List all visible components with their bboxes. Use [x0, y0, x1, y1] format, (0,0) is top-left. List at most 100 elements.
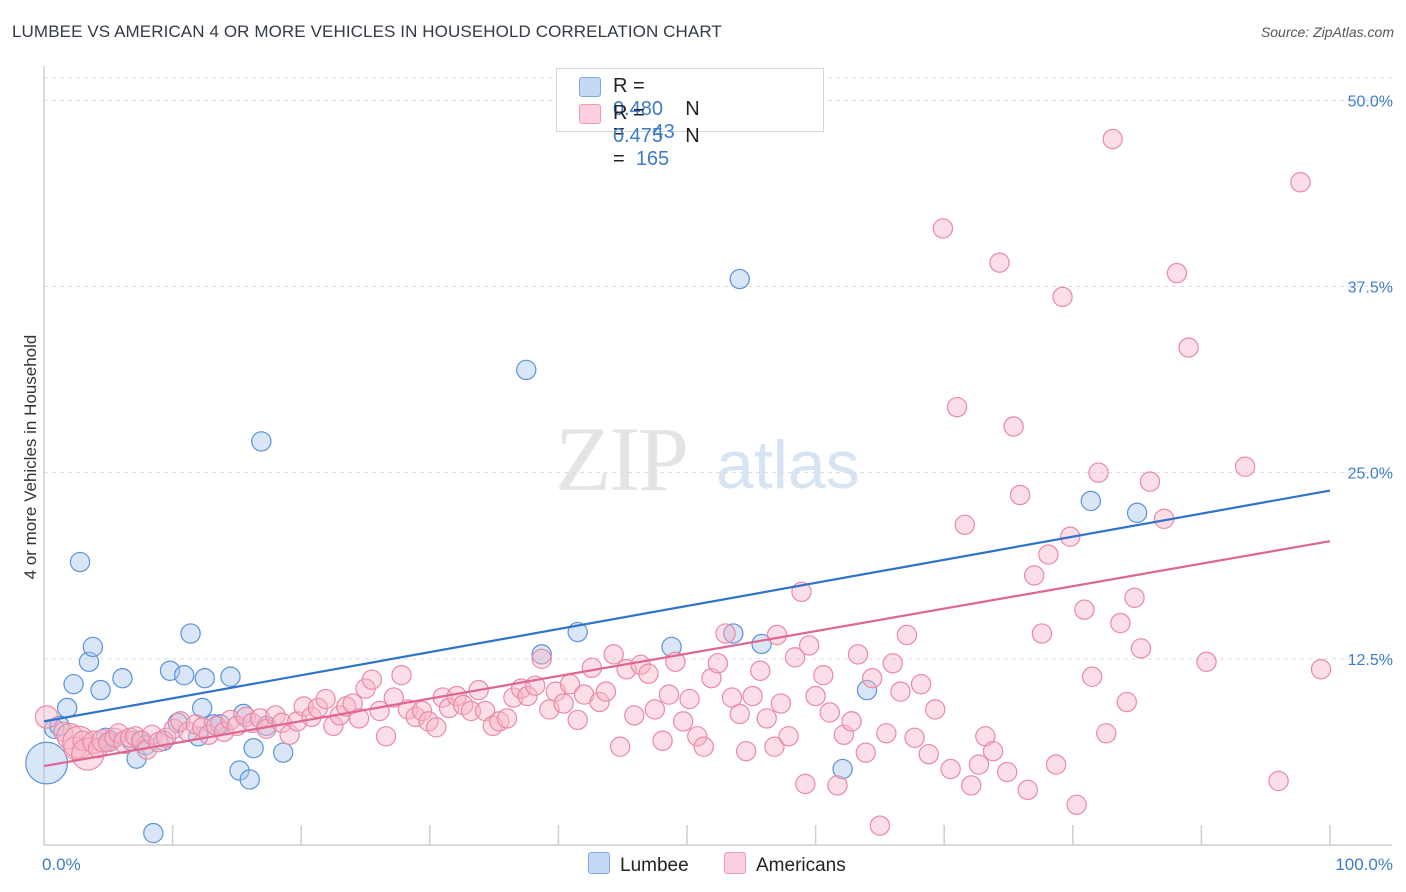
legend-bottom-swatch-americans	[724, 852, 746, 874]
point-americans	[220, 709, 241, 731]
point-americans	[750, 660, 771, 681]
point-americans	[876, 723, 897, 744]
point-americans	[391, 665, 412, 686]
point-americans	[968, 754, 990, 775]
y-tick-label: 50.0%	[1348, 93, 1393, 110]
point-americans	[405, 706, 426, 728]
point-americans	[1130, 638, 1152, 659]
point-lumbee	[856, 679, 878, 701]
point-americans	[861, 667, 883, 689]
watermark-atlas: atlas	[716, 427, 860, 503]
point-americans	[982, 740, 1004, 762]
point-lumbee	[112, 667, 133, 689]
point-americans	[531, 648, 552, 670]
point-americans	[1074, 599, 1095, 620]
point-americans	[1003, 416, 1024, 437]
point-americans	[1178, 337, 1199, 358]
point-americans	[1096, 723, 1117, 744]
point-americans	[813, 665, 834, 686]
point-americans	[679, 688, 700, 710]
point-americans	[496, 708, 518, 729]
point-lumbee	[1126, 502, 1148, 524]
point-americans	[756, 708, 777, 729]
point-americans	[693, 736, 714, 757]
point-americans	[87, 737, 109, 759]
point-americans	[819, 702, 840, 723]
point-americans	[896, 624, 918, 646]
point-americans	[1124, 587, 1145, 608]
legend-swatch-americans	[579, 104, 601, 124]
point-lumbee	[69, 551, 91, 573]
point-americans	[1052, 286, 1073, 308]
point-americans	[918, 743, 939, 765]
point-americans	[1066, 794, 1087, 815]
axes	[43, 66, 1392, 846]
point-americans	[764, 736, 785, 757]
source-label: Source: ZipAtlas.com	[1260, 24, 1394, 40]
point-americans	[795, 773, 816, 795]
point-americans	[940, 758, 961, 780]
legend-swatch-lumbee	[579, 77, 601, 97]
point-lumbee	[531, 644, 552, 665]
point-americans	[735, 740, 757, 762]
point-americans	[1268, 770, 1289, 792]
point-lumbee	[251, 431, 272, 452]
point-americans	[742, 685, 763, 707]
legend-bottom-label-lumbee: Lumbee	[620, 855, 689, 876]
point-americans	[766, 624, 788, 646]
point-americans	[34, 705, 59, 729]
legend-stats-americans: R = 0.475 N = 165	[613, 102, 700, 170]
point-lumbee	[229, 760, 250, 781]
point-lumbee	[82, 636, 104, 658]
point-americans	[71, 737, 105, 771]
point-americans	[1038, 544, 1059, 565]
point-americans	[932, 218, 954, 239]
point-americans	[1088, 462, 1109, 483]
point-americans	[924, 699, 946, 720]
point-lumbee	[143, 822, 164, 844]
point-americans	[638, 663, 659, 684]
point-lumbee	[516, 359, 537, 381]
point-lumbee	[272, 742, 294, 763]
point-americans	[426, 717, 447, 738]
point-americans	[460, 700, 482, 722]
x-tick-label: 0.0%	[42, 855, 81, 874]
point-americans	[882, 653, 903, 674]
point-americans	[946, 396, 968, 418]
point-americans	[910, 673, 932, 695]
point-lumbee	[723, 623, 744, 644]
point-lumbee	[220, 666, 241, 687]
y-axis-title: 4 or more Vehicles in Household	[21, 335, 40, 580]
point-americans	[609, 736, 631, 757]
point-americans	[715, 623, 736, 644]
point-lumbee	[239, 769, 260, 790]
point-americans	[729, 703, 750, 725]
point-americans	[1009, 484, 1031, 506]
point-americans	[1102, 128, 1123, 150]
watermark-zip: ZIP	[555, 408, 687, 510]
point-americans	[553, 693, 574, 714]
point-americans	[672, 711, 694, 732]
point-americans	[315, 688, 336, 710]
point-americans	[707, 653, 729, 674]
point-americans	[1081, 666, 1103, 687]
point-americans	[517, 685, 538, 707]
point-lumbee	[832, 758, 853, 780]
point-lumbee	[63, 673, 84, 695]
point-lumbee	[90, 679, 111, 701]
point-americans	[348, 708, 370, 729]
point-americans	[581, 657, 603, 678]
point-americans	[170, 711, 191, 732]
grid	[44, 77, 1392, 660]
point-americans	[701, 667, 722, 689]
point-americans	[375, 726, 397, 747]
x-tick-label: 100.0%	[1335, 855, 1393, 874]
point-lumbee	[173, 665, 195, 686]
point-americans	[652, 730, 673, 751]
legend-bottom-swatch-lumbee	[588, 852, 610, 874]
point-americans	[904, 727, 925, 748]
legend-top: R = 0.480 N = 43 R = 0.475 N = 165	[556, 68, 824, 170]
point-americans	[1045, 754, 1067, 775]
point-americans	[989, 252, 1010, 273]
